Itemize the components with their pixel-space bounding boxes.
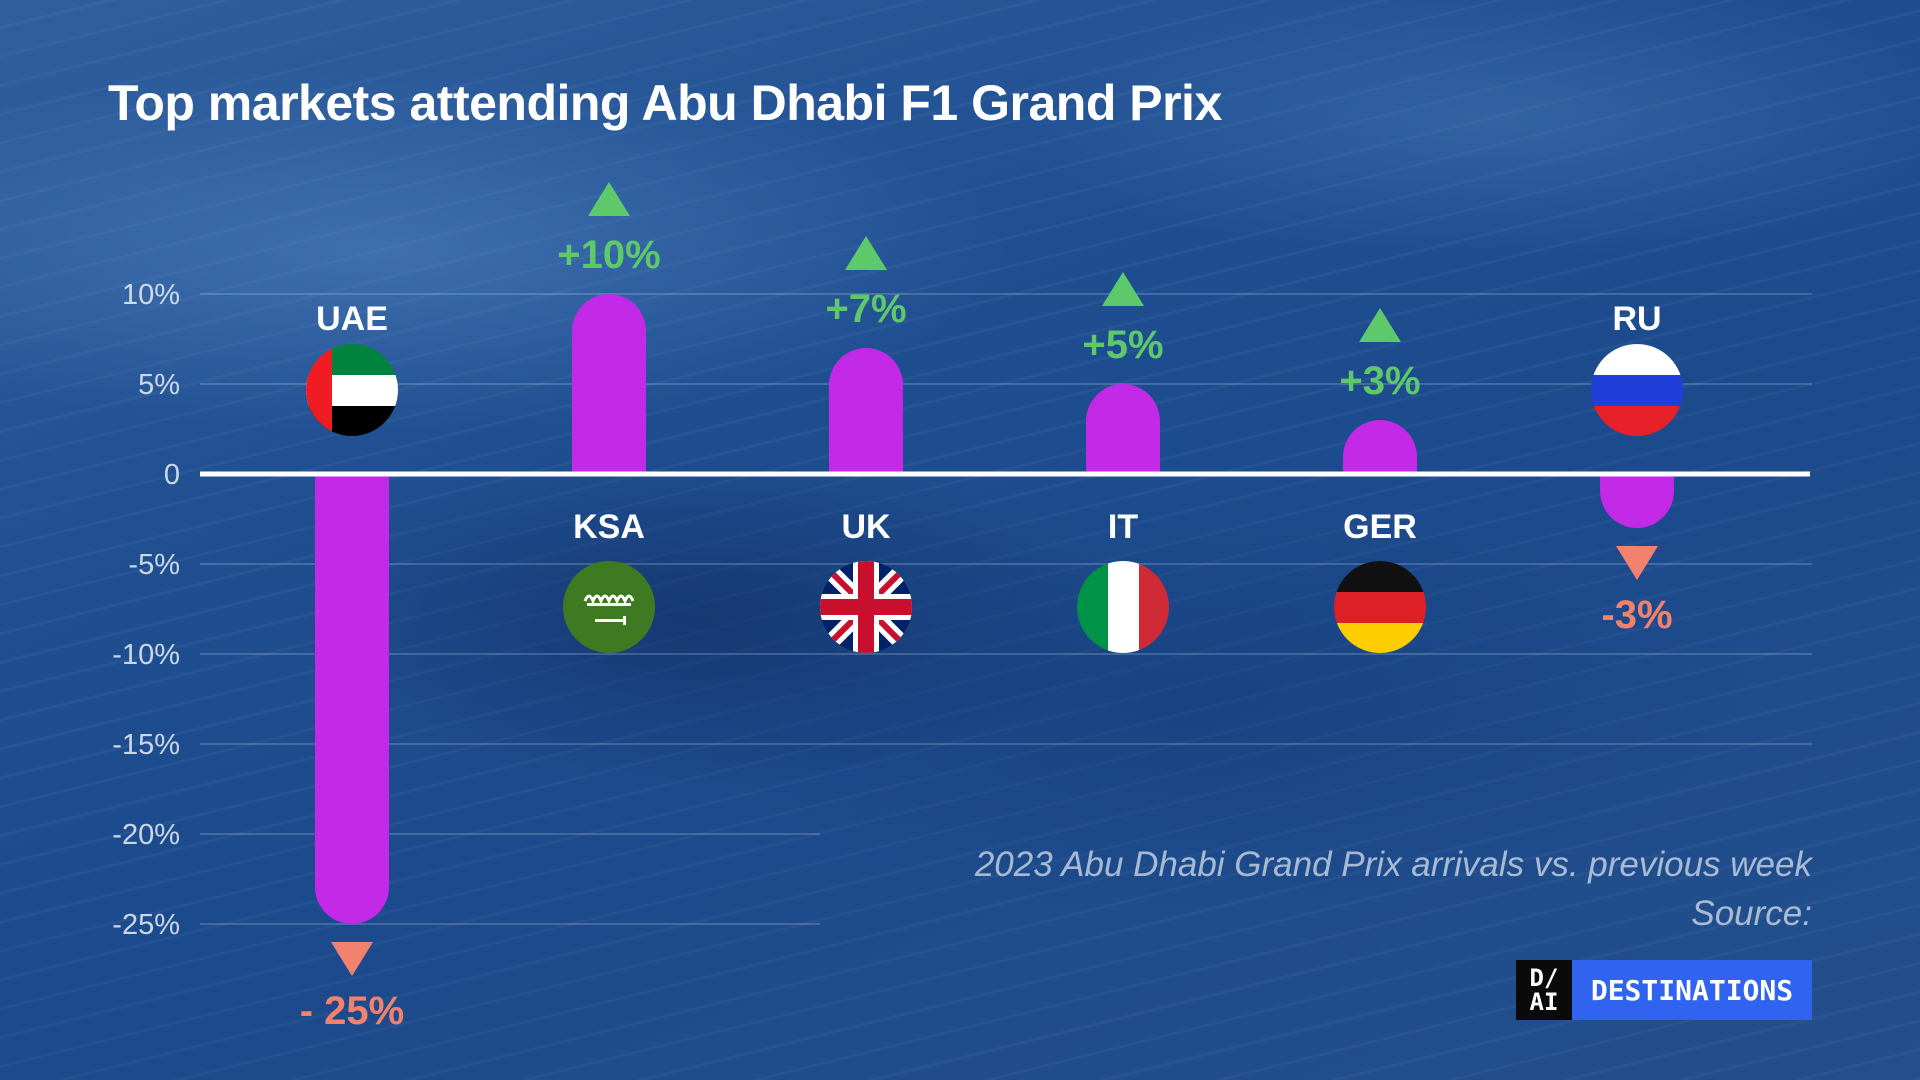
y-tick-label: -15% (112, 729, 180, 761)
bar-ksa (572, 294, 646, 474)
y-tick-label: 10% (122, 279, 180, 311)
note-source: Source: (1691, 894, 1812, 933)
value-label: +5% (1082, 323, 1163, 367)
destinations-logo: D/ AI DESTINATIONS (1516, 960, 1812, 1020)
bar-ger (1343, 420, 1417, 474)
italy-flag (1077, 561, 1169, 653)
bar-uae (315, 474, 389, 924)
bar-it (1086, 384, 1160, 474)
chart-note: 2023 Abu Dhabi Grand Prix arrivals vs. p… (975, 840, 1812, 938)
country-label: UK (841, 508, 891, 546)
russia-flag (1591, 344, 1683, 436)
y-tick-label: -20% (112, 819, 180, 851)
logo-mark-top: D/ (1529, 964, 1559, 992)
y-tick-label: -10% (112, 639, 180, 671)
chart-title: Top markets attending Abu Dhabi F1 Grand… (108, 75, 1222, 131)
y-tick-label: -5% (128, 549, 180, 581)
logo-text: DESTINATIONS (1590, 973, 1794, 1007)
note-description: 2023 Abu Dhabi Grand Prix arrivals vs. p… (974, 845, 1812, 884)
y-tick-label: -25% (112, 909, 180, 941)
logo-mark-bottom: AI (1529, 988, 1559, 1016)
bar-uk (829, 348, 903, 474)
value-label: +10% (557, 233, 660, 277)
country-label: RU (1612, 300, 1661, 338)
value-label: -3% (1601, 593, 1672, 637)
value-label: - 25% (300, 989, 405, 1033)
uk-flag (820, 561, 912, 653)
saudi-arabia-flag (563, 561, 655, 653)
value-label: +3% (1339, 359, 1420, 403)
country-label: IT (1108, 508, 1138, 546)
down-arrow-icon (331, 942, 373, 976)
up-arrow-icon (588, 182, 630, 216)
up-arrow-icon (845, 236, 887, 270)
y-tick-label: 5% (138, 369, 180, 401)
country-label: GER (1343, 508, 1417, 546)
bar-ru (1600, 474, 1674, 528)
down-arrow-icon (1616, 546, 1658, 580)
uae-flag (306, 344, 398, 436)
country-label: UAE (316, 300, 388, 338)
up-arrow-icon (1102, 272, 1144, 306)
country-label: KSA (573, 508, 645, 546)
value-label: +7% (825, 287, 906, 331)
up-arrow-icon (1359, 308, 1401, 342)
germany-flag (1334, 561, 1426, 653)
logo-mark: D/ AI (1516, 960, 1572, 1020)
y-tick-label: 0 (164, 459, 180, 491)
